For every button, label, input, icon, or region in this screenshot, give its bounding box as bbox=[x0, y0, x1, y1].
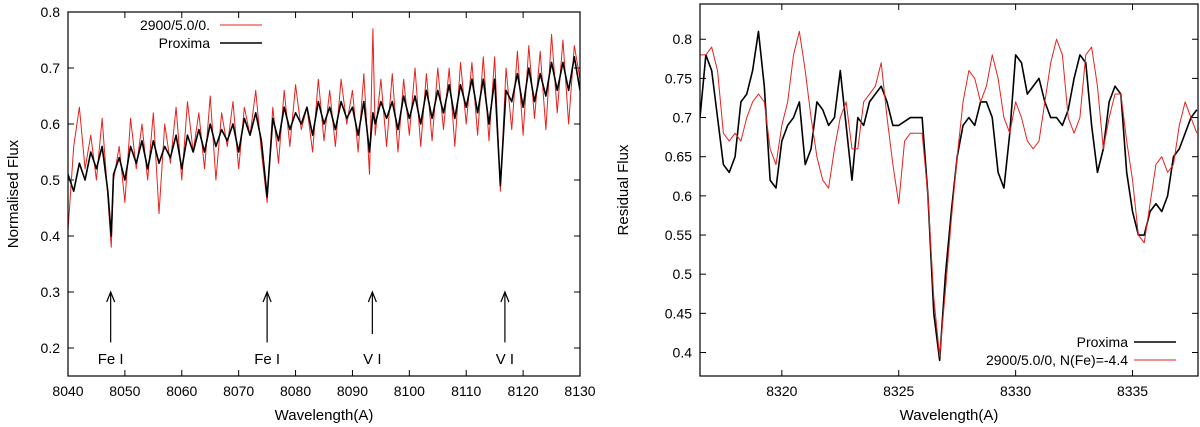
legend: Proxima 2900/5.0/0, N(Fe)=-4.4 bbox=[986, 334, 1176, 368]
y-axis-label: Residual Flux bbox=[615, 144, 632, 235]
legend-label: Proxima bbox=[1077, 334, 1129, 350]
y-tick-label: 0.8 bbox=[673, 31, 693, 47]
annotation-arrowhead bbox=[262, 290, 272, 303]
y-tick-label: 0.7 bbox=[41, 60, 61, 76]
x-tick-label: 8080 bbox=[280, 383, 311, 399]
y-tick-label: 0.8 bbox=[41, 4, 61, 20]
x-tick-label: 8070 bbox=[223, 383, 254, 399]
y-tick-label: 0.5 bbox=[41, 172, 61, 188]
annotation-label: Fe I bbox=[254, 351, 280, 368]
x-tick-label: 8120 bbox=[508, 383, 539, 399]
plot-frame bbox=[67, 11, 581, 377]
x-tick-label: 8330 bbox=[1000, 383, 1031, 399]
x-axis-label: Wavelength(A) bbox=[900, 407, 999, 424]
annotation-label: Fe I bbox=[98, 351, 124, 368]
plot-frame bbox=[699, 3, 1199, 377]
y-tick-label: 0.5 bbox=[673, 266, 693, 282]
x-tick-label: 8110 bbox=[451, 383, 481, 399]
y-tick-label: 0.45 bbox=[665, 305, 692, 321]
y-tick-label: 0.7 bbox=[673, 110, 693, 126]
annotation-arrowhead bbox=[106, 290, 116, 303]
x-tick-label: 8335 bbox=[1117, 383, 1148, 399]
x-tick-label: 8040 bbox=[52, 383, 83, 399]
annotation-arrowhead bbox=[367, 290, 377, 303]
series-line-proxima bbox=[700, 30, 1198, 362]
series-line-2900-5-0-0-n-fe-4-4 bbox=[700, 30, 1198, 357]
x-tick-label: 8100 bbox=[394, 383, 425, 399]
y-tick-label: 0.6 bbox=[673, 188, 693, 204]
y-tick-label: 0.4 bbox=[41, 228, 61, 244]
y-tick-label: 0.2 bbox=[41, 340, 61, 356]
legend-label: 2900/5.0/0. bbox=[140, 17, 210, 33]
legend-label: Proxima bbox=[159, 35, 211, 51]
legend: 2900/5.0/0. Proxima bbox=[140, 17, 262, 51]
y-tick-label: 0.55 bbox=[665, 227, 692, 243]
annotation-label: V I bbox=[496, 351, 514, 368]
legend-label: 2900/5.0/0, N(Fe)=-4.4 bbox=[986, 352, 1128, 368]
x-tick-label: 8320 bbox=[766, 383, 797, 399]
annotation-label: V I bbox=[363, 351, 381, 368]
y-tick-label: 0.6 bbox=[41, 116, 61, 132]
y-tick-label: 0.4 bbox=[673, 345, 693, 361]
x-tick-label: 8130 bbox=[564, 383, 595, 399]
x-tick-label: 8325 bbox=[883, 383, 914, 399]
x-tick-label: 8090 bbox=[337, 383, 368, 399]
y-tick-label: 0.65 bbox=[665, 149, 692, 165]
y-axis-label: Normalised Flux bbox=[5, 139, 22, 248]
chart-panel-2: 8320 8325 8330 8335 0.4 0.45 0.5 0.55 0.6 0.65 0.7… bbox=[615, 3, 1199, 424]
y-tick-label: 0.3 bbox=[41, 284, 61, 300]
chart-panel-1: 8040 8050 8060 8070 8080 8090 8100 8110 8120 8130… bbox=[5, 4, 596, 424]
x-axis-label: Wavelength(A) bbox=[275, 407, 374, 424]
series-line-proxima bbox=[68, 55, 580, 237]
x-tick-label: 8060 bbox=[166, 383, 197, 399]
annotation-arrowhead bbox=[500, 290, 510, 303]
y-tick-label: 0.75 bbox=[665, 70, 692, 86]
x-tick-label: 8050 bbox=[109, 383, 140, 399]
